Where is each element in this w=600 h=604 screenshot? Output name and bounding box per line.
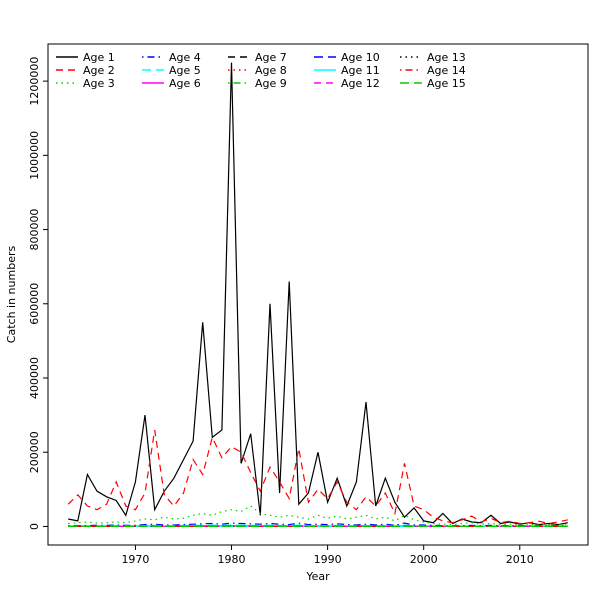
legend-label-age-14: Age 14	[427, 64, 466, 77]
legend-label-age-5: Age 5	[169, 64, 201, 77]
series-line-age-1	[68, 63, 568, 525]
x-axis-tick-label: 1990	[314, 553, 342, 566]
x-axis-tick-label: 2010	[506, 553, 534, 566]
legend-label-age-12: Age 12	[341, 77, 380, 90]
x-axis-title: Year	[305, 570, 330, 583]
legend-label-age-8: Age 8	[255, 64, 287, 77]
legend-label-age-2: Age 2	[83, 64, 115, 77]
y-axis-tick-label: 800000	[28, 209, 41, 251]
legend-label-age-1: Age 1	[83, 51, 115, 64]
y-axis-tick-label: 0	[28, 523, 41, 530]
y-axis-tick-label: 200000	[28, 431, 41, 473]
legend-label-age-10: Age 10	[341, 51, 380, 64]
series-line-age-2	[68, 430, 568, 524]
y-axis-title: Catch in numbers	[5, 246, 18, 344]
legend-label-age-15: Age 15	[427, 77, 466, 90]
x-axis-tick-label: 1970	[121, 553, 149, 566]
legend-label-age-7: Age 7	[255, 51, 287, 64]
legend-label-age-6: Age 6	[169, 77, 201, 90]
legend-label-age-11: Age 11	[341, 64, 380, 77]
legend-label-age-3: Age 3	[83, 77, 115, 90]
legend-label-age-4: Age 4	[169, 51, 201, 64]
x-axis-tick-label: 2000	[410, 553, 438, 566]
x-axis-tick-label: 1980	[218, 553, 246, 566]
y-axis-tick-label: 600000	[28, 283, 41, 325]
legend-label-age-13: Age 13	[427, 51, 466, 64]
y-axis-tick-label: 400000	[28, 357, 41, 399]
y-axis-tick-label: 1200000	[28, 57, 41, 106]
y-axis-tick-label: 1000000	[28, 131, 41, 180]
series-line-age-3	[68, 506, 568, 525]
legend-label-age-9: Age 9	[255, 77, 287, 90]
plot-box	[48, 44, 588, 545]
